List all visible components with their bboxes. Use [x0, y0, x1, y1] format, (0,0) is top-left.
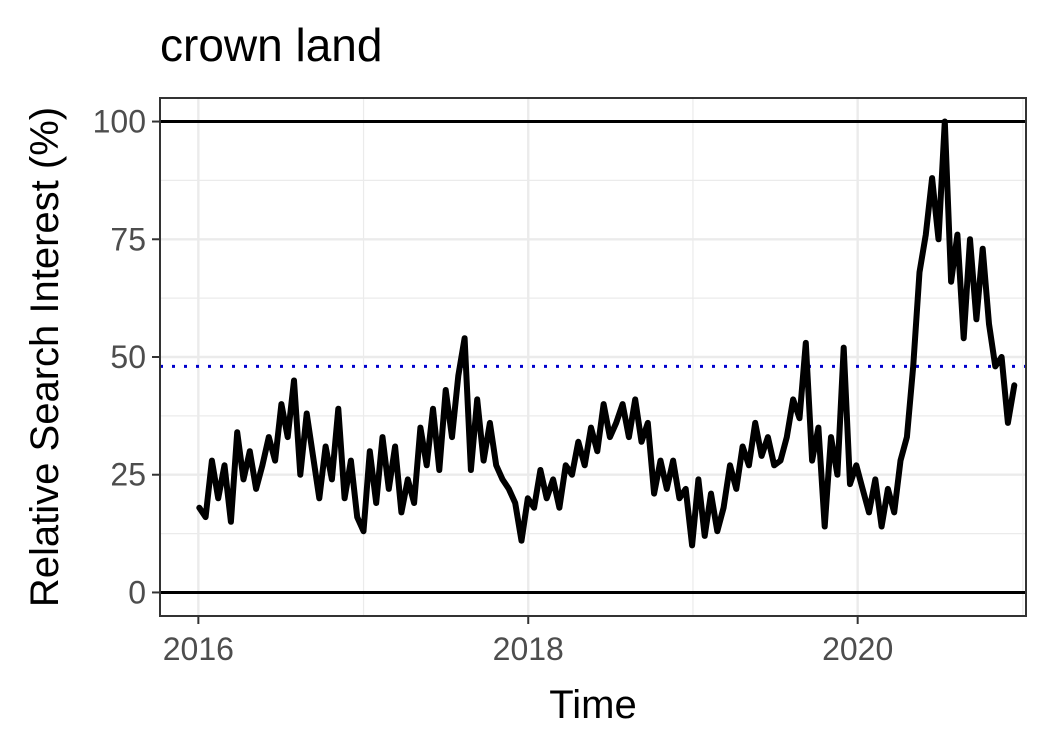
y-axis-title: Relative Search Interest (%)	[23, 107, 67, 607]
y-tick-label: 100	[93, 104, 146, 140]
x-axis-title: Time	[549, 683, 636, 727]
reference-lines	[160, 120, 1026, 594]
chart-title: crown land	[160, 19, 383, 71]
x-axis: 2016 2018 2020	[163, 616, 893, 667]
major-gridlines	[160, 98, 1026, 616]
search-interest-line	[196, 118, 1018, 549]
x-tick-label: 2020	[822, 631, 893, 667]
y-axis: 0 25 50 75 100	[93, 104, 160, 610]
x-tick-label: 2018	[493, 631, 564, 667]
y-tick-label: 25	[110, 457, 146, 493]
y-tick-label: 75	[110, 221, 146, 257]
x-tick-label: 2016	[163, 631, 234, 667]
y-tick-label: 0	[128, 574, 146, 610]
y-tick-label: 50	[110, 339, 146, 375]
